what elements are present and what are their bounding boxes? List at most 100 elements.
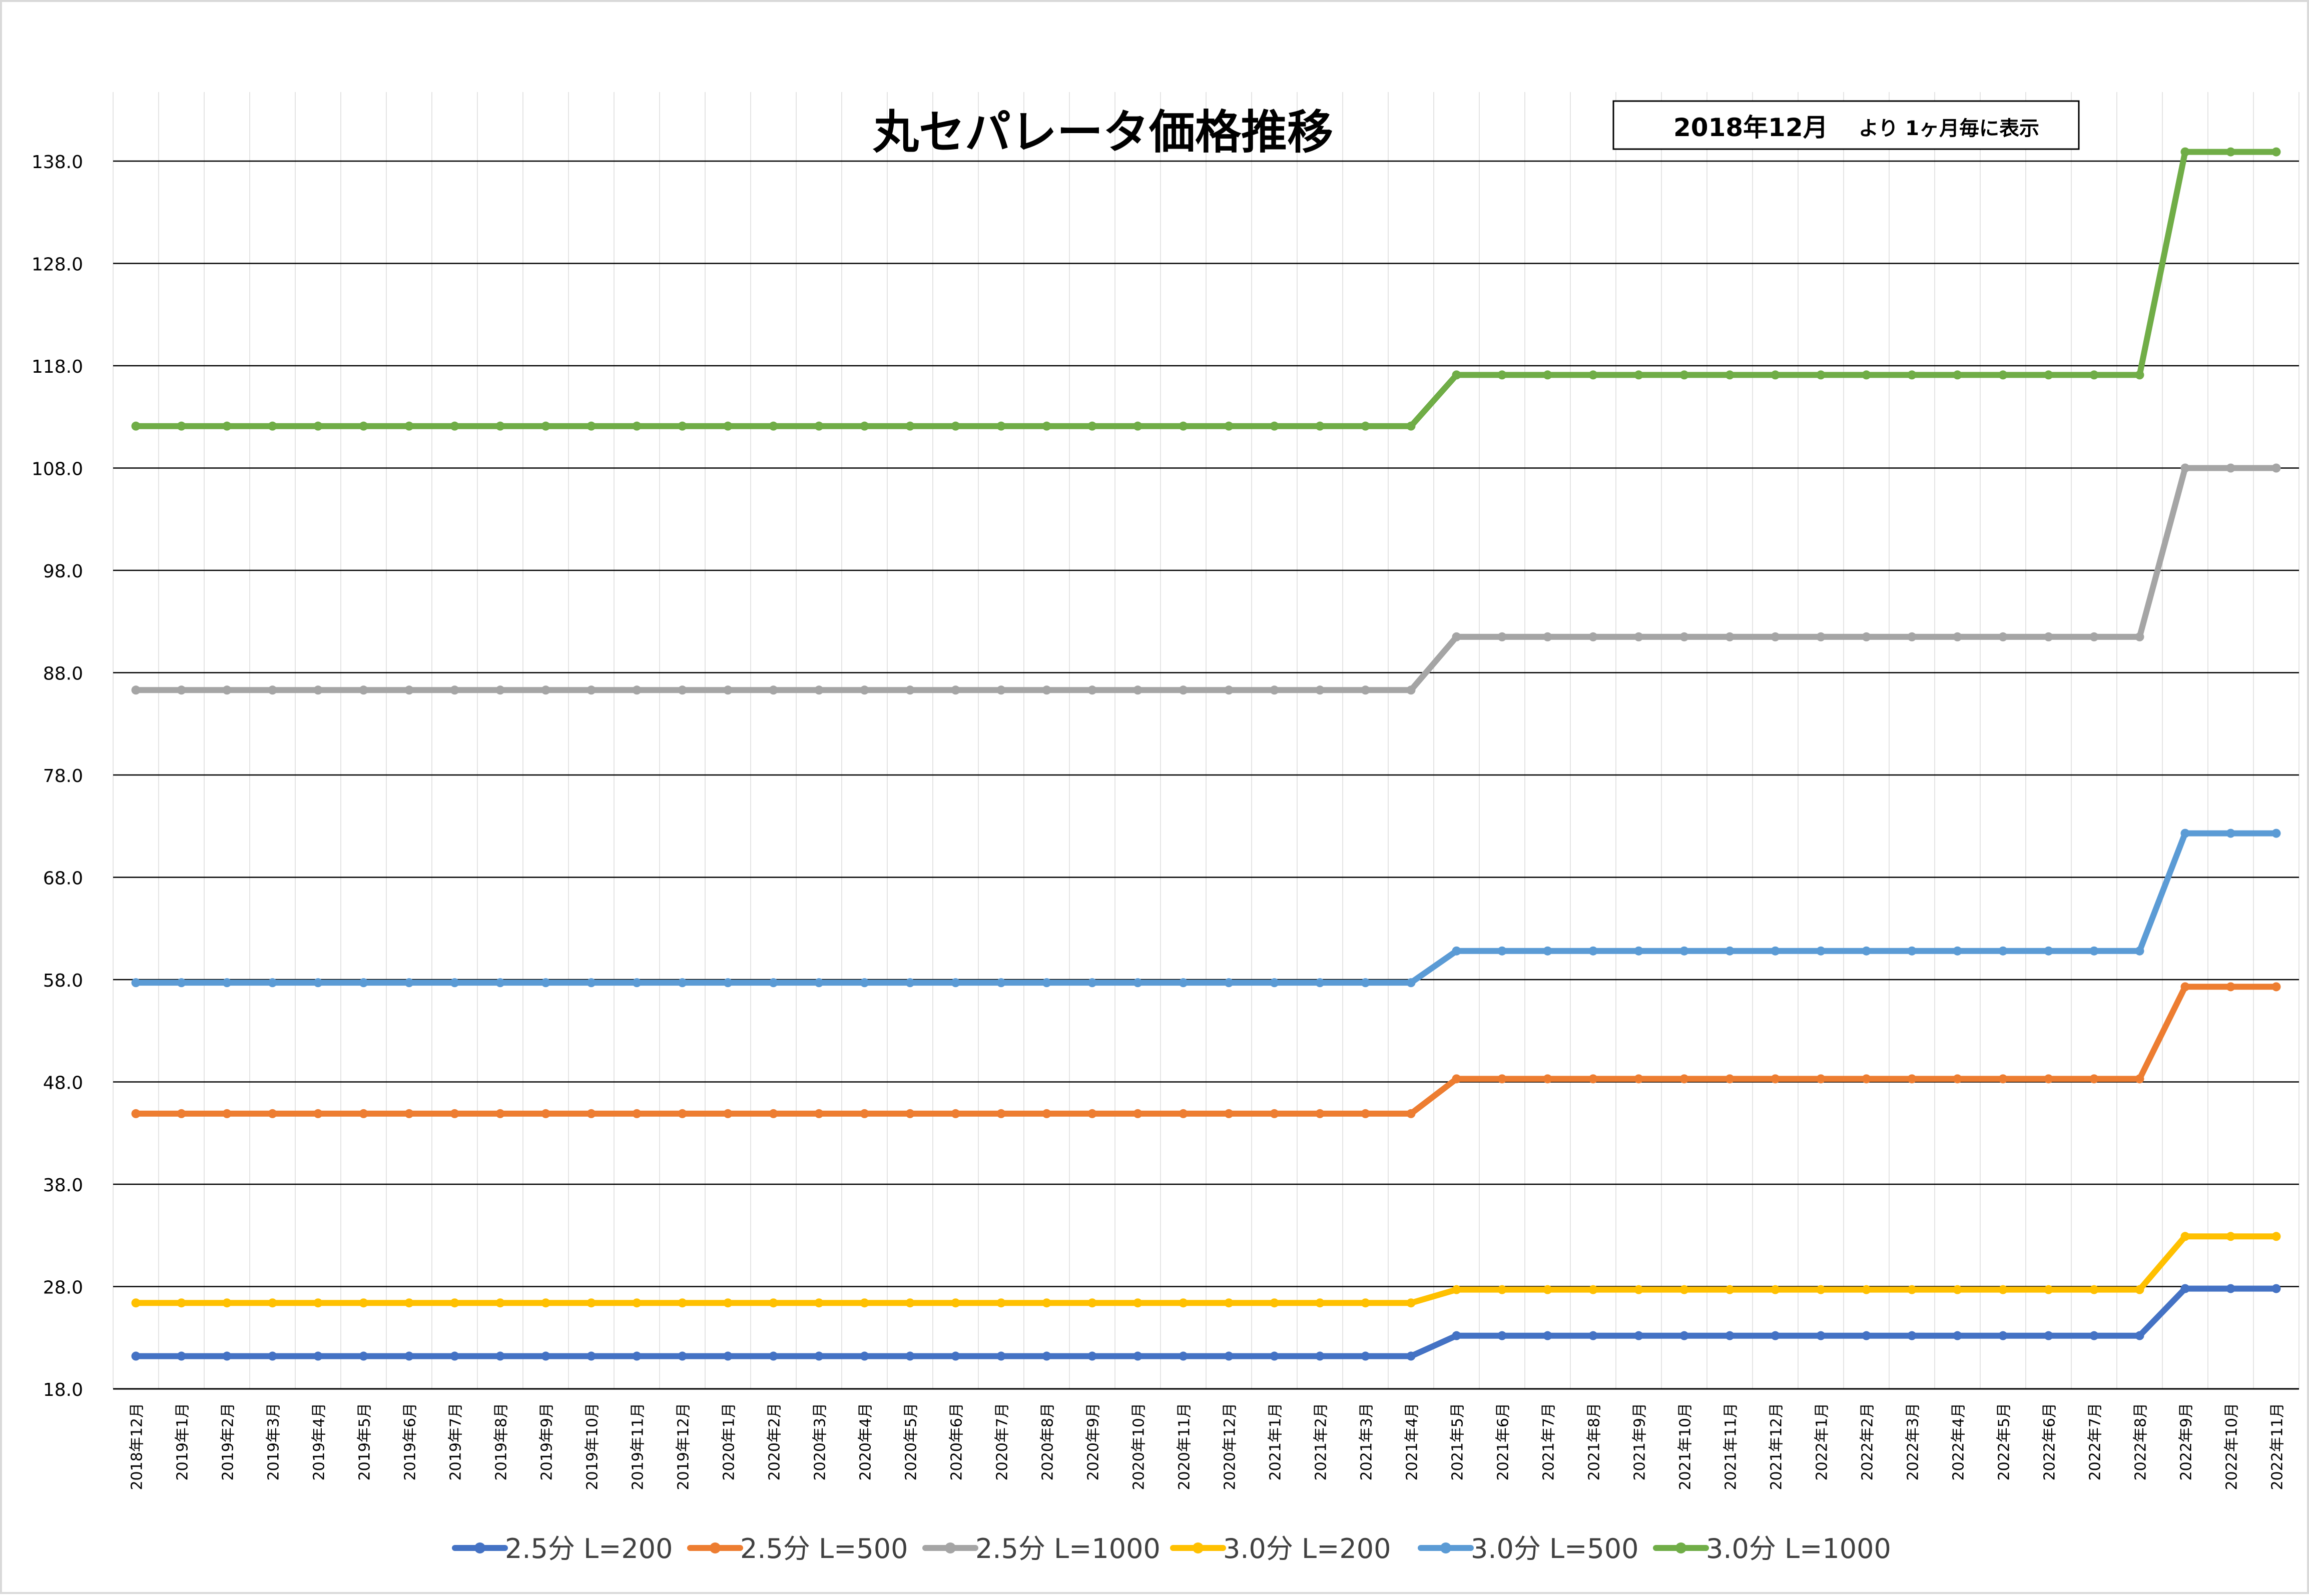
data-point xyxy=(1087,1109,1097,1118)
x-tick-label: 2022年7月 xyxy=(2087,1403,2104,1480)
data-point xyxy=(1543,370,1552,380)
data-point xyxy=(1634,1285,1643,1294)
data-point xyxy=(1953,1074,1962,1084)
data-point xyxy=(1771,1285,1780,1294)
x-tick-label: 2022年2月 xyxy=(1859,1403,1877,1480)
data-point xyxy=(905,421,915,431)
x-tick-label: 2020年9月 xyxy=(1085,1403,1102,1480)
data-point xyxy=(2044,1074,2053,1084)
data-point xyxy=(1087,421,1097,431)
data-point xyxy=(2180,1284,2190,1293)
data-point xyxy=(1725,1285,1735,1294)
data-point xyxy=(1771,1074,1780,1084)
date-note-box: 2018年12月 より 1ヶ月毎に表示 xyxy=(1612,100,2080,150)
data-point xyxy=(2135,370,2144,380)
data-point xyxy=(1588,370,1598,380)
data-point xyxy=(1270,421,1279,431)
legend-label: 3.0分 L=1000 xyxy=(1706,1533,1891,1564)
data-point xyxy=(723,1298,733,1308)
data-point xyxy=(1588,1074,1598,1084)
data-point xyxy=(1270,1351,1279,1361)
data-point xyxy=(951,1109,960,1118)
data-point xyxy=(1634,370,1643,380)
data-point xyxy=(1907,1285,1917,1294)
data-point xyxy=(996,1298,1006,1308)
data-point xyxy=(905,978,915,988)
data-point xyxy=(404,1351,414,1361)
data-point xyxy=(1679,1331,1689,1340)
data-point xyxy=(1452,946,1461,956)
y-axis-tick-labels: 18.0 28.0 38.0 48.0 58.0 68.0 78.0 88.0 98.0 108.… xyxy=(32,152,83,1400)
data-point xyxy=(1771,946,1780,956)
data-point xyxy=(1042,978,1051,988)
data-point xyxy=(2044,1331,2053,1340)
data-point xyxy=(1588,946,1598,956)
legend-label: 3.0分 L=500 xyxy=(1471,1533,1638,1564)
data-point xyxy=(632,685,642,695)
data-point xyxy=(1588,1331,1598,1340)
x-tick-label: 2019年9月 xyxy=(538,1403,556,1480)
data-point xyxy=(1315,1351,1325,1361)
data-point xyxy=(2226,463,2235,473)
data-point xyxy=(2089,1285,2099,1294)
data-point xyxy=(1771,370,1780,380)
data-point xyxy=(1042,421,1051,431)
series-line xyxy=(133,149,2279,429)
x-tick-label: 2021年12月 xyxy=(1768,1403,1786,1490)
x-tick-label: 2020年2月 xyxy=(766,1403,784,1480)
data-point xyxy=(359,685,368,695)
data-point xyxy=(814,685,824,695)
data-point xyxy=(177,978,186,988)
data-point xyxy=(541,421,550,431)
data-point xyxy=(1406,1351,1416,1361)
data-point xyxy=(1224,1351,1234,1361)
data-point xyxy=(1315,978,1325,988)
x-tick-label: 2020年12月 xyxy=(1222,1403,1239,1490)
data-point xyxy=(131,421,141,431)
y-tick-label: 38.0 xyxy=(43,1175,83,1196)
data-point xyxy=(905,685,915,695)
data-point xyxy=(1634,632,1643,641)
data-point xyxy=(1862,370,1871,380)
data-point xyxy=(1224,978,1234,988)
data-point xyxy=(131,1351,141,1361)
data-point xyxy=(2135,946,2144,956)
x-tick-label: 2019年7月 xyxy=(447,1403,465,1480)
data-point xyxy=(541,978,550,988)
data-point xyxy=(1862,1074,1871,1084)
data-point xyxy=(313,421,323,431)
data-point xyxy=(2226,147,2235,157)
legend-label: 3.0分 L=200 xyxy=(1223,1533,1391,1564)
y-tick-label: 58.0 xyxy=(43,971,83,991)
data-point xyxy=(1588,632,1598,641)
data-point xyxy=(1315,421,1325,431)
data-point xyxy=(1452,370,1461,380)
data-point xyxy=(860,1109,869,1118)
data-point xyxy=(996,685,1006,695)
data-point xyxy=(1270,1298,1279,1308)
data-point xyxy=(1179,685,1188,695)
data-point xyxy=(1452,1331,1461,1340)
data-point xyxy=(1361,685,1370,695)
data-point xyxy=(951,685,960,695)
data-point xyxy=(996,421,1006,431)
data-point xyxy=(1406,1109,1416,1118)
data-point xyxy=(769,1298,778,1308)
data-point xyxy=(404,685,414,695)
grid-lines xyxy=(113,92,2299,1390)
data-point xyxy=(2089,370,2099,380)
y-tick-label: 48.0 xyxy=(43,1073,83,1094)
data-point xyxy=(1133,685,1142,695)
data-point xyxy=(1406,685,1416,695)
data-point xyxy=(2044,1285,2053,1294)
x-tick-label: 2019年12月 xyxy=(675,1403,693,1490)
data-point xyxy=(1953,632,1962,641)
data-point xyxy=(450,421,459,431)
x-tick-label: 2019年8月 xyxy=(493,1403,510,1480)
data-point xyxy=(359,1109,368,1118)
data-point xyxy=(587,978,596,988)
data-point xyxy=(359,421,368,431)
data-point xyxy=(1087,1298,1097,1308)
x-tick-label: 2021年8月 xyxy=(1586,1403,1603,1480)
data-point xyxy=(723,1351,733,1361)
